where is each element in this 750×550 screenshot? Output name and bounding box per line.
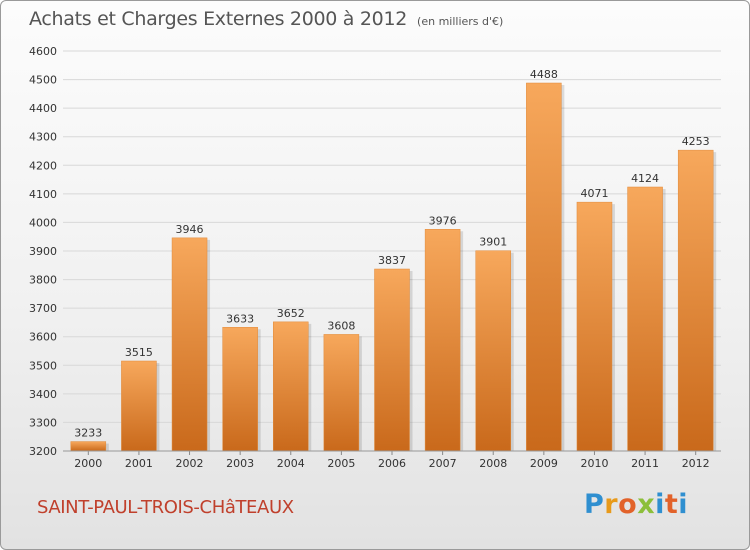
x-tick-label: 2010	[580, 457, 608, 470]
bar-value-label: 3515	[125, 346, 153, 359]
y-tick-label: 4500	[29, 74, 57, 87]
x-axis-ticks: 2000 2001 2002 2003 2004 2005 2006 2007 2008 2009…	[74, 451, 710, 470]
bar-value-label: 3608	[327, 319, 355, 332]
x-tick-label: 2012	[682, 457, 710, 470]
logo-letter: r	[604, 489, 619, 520]
logo-letter: x	[637, 489, 656, 520]
logo-letter: o	[618, 489, 638, 520]
bar-value-label: 3946	[176, 223, 204, 236]
y-tick-label: 3700	[29, 302, 57, 315]
y-tick-label: 4000	[29, 216, 57, 229]
bar-2012	[677, 149, 714, 452]
bar-value-label: 3901	[479, 236, 507, 249]
y-tick-label: 4400	[29, 102, 57, 115]
city-name: SAINT-PAUL-TROIS-CHâTEAUX	[37, 497, 294, 518]
bar-2011	[627, 186, 663, 452]
logo-letter: i	[655, 489, 665, 520]
proxiti-logo: Proxiti	[584, 489, 688, 520]
bar-2004	[273, 321, 309, 452]
y-tick-label: 3200	[29, 445, 57, 458]
y-tick-label: 3500	[29, 359, 57, 372]
logo-letter: t	[664, 489, 679, 520]
bar-2010	[576, 201, 613, 452]
y-tick-label: 3300	[29, 416, 57, 429]
x-tick-label: 2011	[631, 457, 659, 470]
y-tick-label: 3400	[29, 388, 57, 401]
bar-value-label: 3633	[226, 312, 254, 325]
bar-value-label: 3233	[74, 427, 102, 440]
y-axis-ticks: 3200 3300 3400 3500 3600 3700 3800 3900 4000 4100…	[29, 45, 57, 458]
x-tick-label: 2009	[530, 457, 558, 470]
bar-2008	[475, 250, 511, 452]
x-tick-label: 2001	[125, 457, 153, 470]
bar-2000	[70, 441, 107, 452]
y-tick-label: 4600	[29, 45, 57, 58]
bar-value-label: 3837	[378, 254, 406, 267]
y-tick-label: 3900	[29, 245, 57, 258]
x-tick-label: 2006	[378, 457, 406, 470]
y-tick-label: 4300	[29, 131, 57, 144]
bar-value-label: 3976	[429, 214, 457, 227]
x-tick-label: 2007	[429, 457, 457, 470]
y-tick-label: 4100	[29, 188, 57, 201]
bar-2005	[323, 334, 360, 452]
bar-value-label: 4488	[530, 68, 558, 81]
bar-value-label: 4253	[682, 135, 710, 148]
bars: 3233 3515 3946 3633 3652 3608 3837 3976 3901 4488…	[70, 68, 717, 452]
bar-value-label: 4124	[631, 172, 659, 185]
bar-value-label: 3652	[277, 307, 305, 320]
unit-label: (en milliers d'€)	[417, 15, 504, 28]
chart-title: Achats et Charges Externes 2000 à 2012 (e…	[29, 8, 503, 30]
logo-letter: i	[678, 489, 689, 520]
bar-2007	[424, 229, 461, 452]
y-tick-label: 3600	[29, 331, 57, 344]
bar-2009	[526, 82, 562, 452]
x-tick-label: 2005	[327, 457, 355, 470]
logo-letter: P	[584, 489, 605, 520]
x-tick-label: 2004	[277, 457, 305, 470]
bar-2002	[171, 237, 208, 452]
bar-2003	[222, 327, 258, 452]
bar-2006	[374, 268, 410, 452]
y-tick-label: 3800	[29, 274, 57, 287]
x-tick-label: 2008	[479, 457, 507, 470]
bar-value-label: 4071	[580, 187, 608, 200]
x-tick-label: 2002	[176, 457, 204, 470]
bar-2001	[121, 360, 157, 452]
x-tick-label: 2000	[74, 457, 102, 470]
x-tick-label: 2003	[226, 457, 254, 470]
y-tick-label: 4200	[29, 159, 57, 172]
chart-title-text: Achats et Charges Externes 2000 à 2012	[29, 8, 408, 30]
